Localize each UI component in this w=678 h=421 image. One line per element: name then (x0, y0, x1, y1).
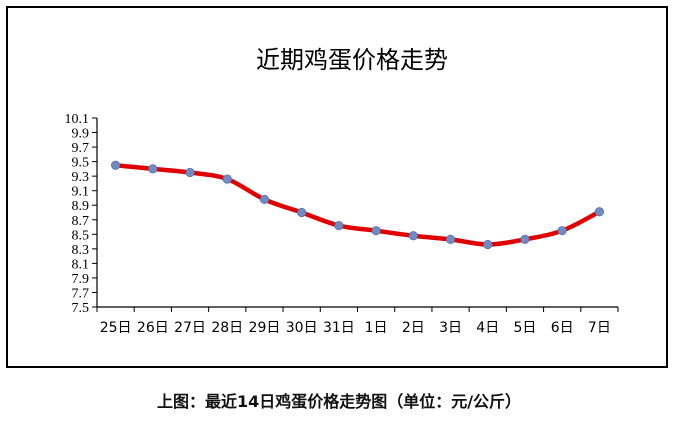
series-group (111, 160, 604, 250)
x-axis-ticks: 25日 26日 27日 28日 29日 30日 31日 1日 2日 3日 4日 5日 6日 7日 (96, 307, 619, 336)
y-tick-label: 8.3 (72, 243, 90, 258)
x-tick-label: 4日 (476, 320, 499, 336)
axes (96, 118, 618, 308)
y-tick-label: 7.9 (72, 272, 90, 287)
data-point (408, 231, 418, 241)
y-axis-ticks: 7.57.77.98.18.38.58.78.99.19.39.59.79.91… (65, 112, 97, 316)
data-point (148, 164, 158, 174)
x-tick-label: 2日 (402, 320, 425, 336)
y-tick-label: 9.5 (72, 156, 90, 171)
y-tick-label: 8.5 (72, 228, 90, 243)
x-tick-label: 29日 (249, 320, 281, 336)
data-point (297, 207, 307, 218)
series-line (113, 163, 602, 247)
y-tick-label: 7.5 (72, 301, 90, 316)
x-tick-label: 5日 (514, 320, 537, 336)
figure-caption: 上图：最近14日鸡蛋价格走势图（单位：元/公斤） (156, 392, 522, 411)
data-point (483, 239, 493, 250)
y-tick-label: 9.7 (72, 141, 90, 156)
x-tick-label: 1日 (365, 320, 388, 336)
data-point (334, 220, 344, 231)
chart-title: 近期鸡蛋价格走势 (256, 46, 448, 74)
data-point (557, 226, 567, 236)
y-tick-label: 8.9 (72, 199, 90, 214)
data-point (445, 234, 456, 244)
y-tick-label: 9.3 (72, 170, 90, 185)
data-point (594, 207, 604, 217)
x-tick-label: 27日 (174, 320, 206, 336)
y-tick-label: 8.7 (72, 214, 90, 229)
x-tick-label: 30日 (286, 320, 318, 336)
data-point (111, 160, 121, 170)
x-tick-label: 31日 (323, 320, 355, 336)
data-point (520, 234, 530, 244)
chart-frame (6, 6, 668, 368)
data-point (185, 167, 195, 178)
x-tick-label: 6日 (551, 320, 574, 336)
data-point (259, 194, 270, 205)
y-tick-label: 7.7 (72, 286, 90, 301)
x-tick-label: 7日 (588, 320, 611, 336)
y-tick-label: 8.1 (72, 257, 90, 272)
data-point (222, 174, 232, 184)
y-tick-label: 10.1 (65, 112, 90, 127)
y-tick-label: 9.9 (72, 127, 90, 142)
data-point (371, 226, 381, 236)
y-tick-label: 9.1 (72, 185, 90, 200)
x-tick-label: 3日 (439, 320, 462, 336)
x-tick-label: 26日 (137, 320, 169, 336)
x-tick-label: 28日 (211, 320, 243, 336)
x-tick-label: 25日 (100, 320, 132, 336)
